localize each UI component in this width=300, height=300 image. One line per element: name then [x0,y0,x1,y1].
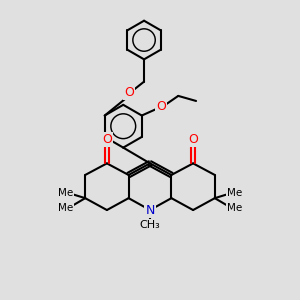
Text: O: O [124,85,134,98]
Text: Me: Me [227,188,242,198]
Text: Me: Me [58,203,73,213]
Text: Me: Me [58,188,73,198]
Text: O: O [102,134,112,146]
Text: N: N [145,203,155,217]
Text: CH₃: CH₃ [140,220,160,230]
Text: Me: Me [227,203,242,213]
Text: O: O [156,100,166,113]
Text: O: O [188,134,198,146]
